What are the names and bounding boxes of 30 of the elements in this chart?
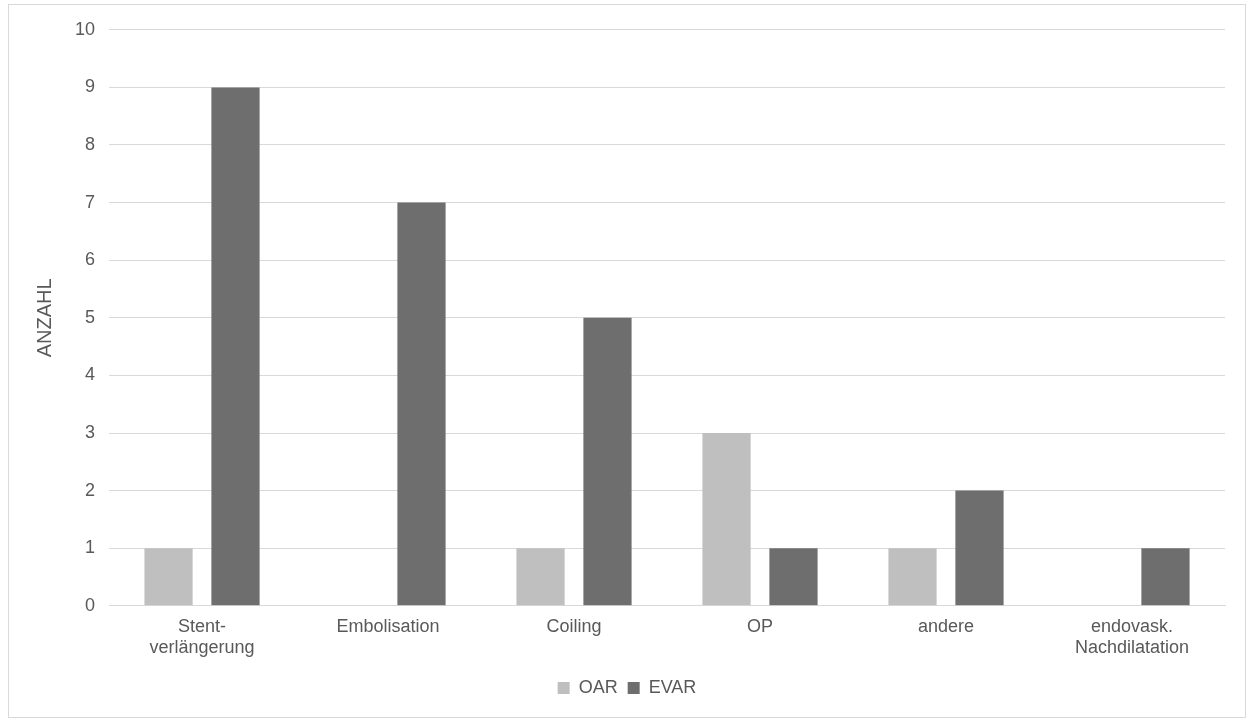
bar xyxy=(397,202,446,606)
bar xyxy=(955,490,1004,606)
y-tick-label: 1 xyxy=(85,537,96,558)
y-tick-label: 10 xyxy=(74,18,96,39)
legend-label: OAR xyxy=(578,676,618,697)
x-tick-label: endovask. Nachdilatation xyxy=(1074,615,1190,658)
legend-label: EVAR xyxy=(648,676,697,697)
y-tick-label: 0 xyxy=(85,594,96,615)
y-tick-label: 3 xyxy=(85,421,96,442)
y-tick-label: 2 xyxy=(85,479,96,500)
y-tick-label: 5 xyxy=(85,306,96,327)
y-tick-label: 8 xyxy=(85,133,96,154)
bar xyxy=(769,548,818,606)
y-tick-label: 7 xyxy=(85,191,96,212)
x-tick-label: Coiling xyxy=(546,615,602,636)
y-tick-label: 4 xyxy=(85,364,96,385)
bar xyxy=(583,317,632,606)
y-tick-label: 9 xyxy=(85,76,96,97)
x-tick-label: Embolisation xyxy=(336,615,440,636)
y-tick-label: 6 xyxy=(85,249,96,270)
x-tick-label: OP xyxy=(747,615,774,636)
y-axis-title: ANZAHL xyxy=(32,278,55,358)
bar xyxy=(702,433,751,606)
bar xyxy=(516,548,565,606)
bar xyxy=(1141,548,1190,606)
bar xyxy=(211,87,260,606)
x-tick-label: Stent-verlängerung xyxy=(149,615,255,658)
x-tick-label: andere xyxy=(917,615,975,636)
bar xyxy=(888,548,937,606)
bar xyxy=(144,548,193,606)
